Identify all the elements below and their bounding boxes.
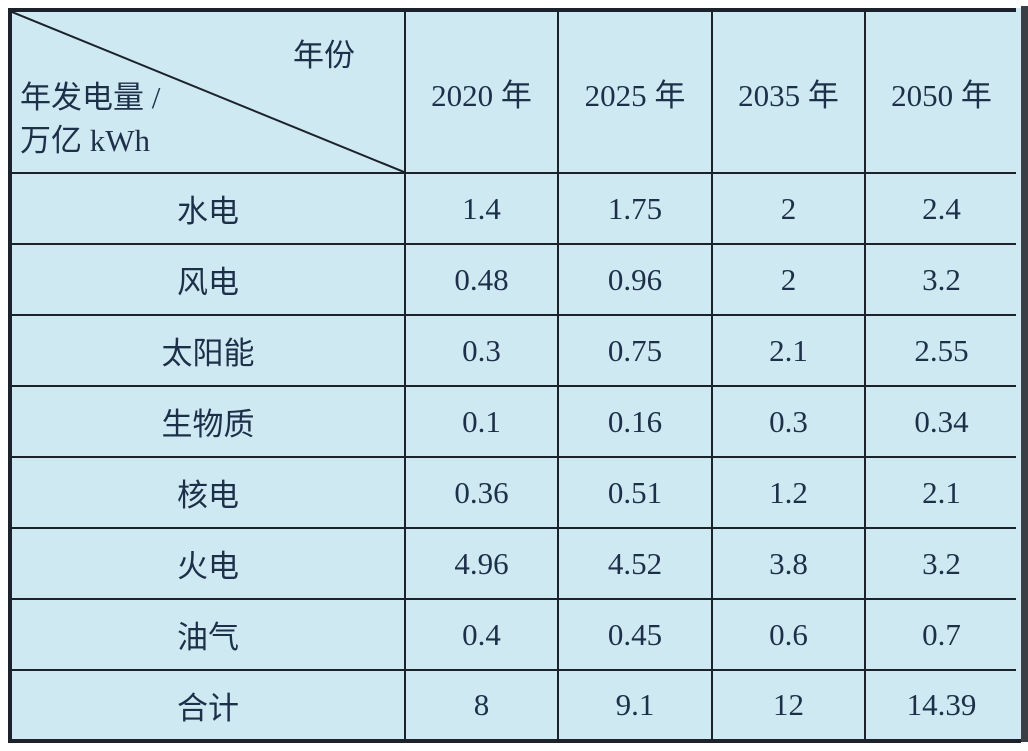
corner-row-axis-label-line2: 万亿 kWh <box>20 123 151 158</box>
column-header-2035: 2035 年 <box>711 9 866 174</box>
row-label: 水电 <box>9 172 406 245</box>
row-label: 合计 <box>9 669 406 742</box>
table-cell: 0.51 <box>557 456 713 529</box>
table-row-nuclear: 核电 0.36 0.51 1.2 2.1 <box>9 456 1020 529</box>
table-cell: 9.1 <box>557 669 713 742</box>
table-cell: 0.7 <box>864 598 1020 671</box>
table-row-biomass: 生物质 0.1 0.16 0.3 0.34 <box>9 385 1020 458</box>
table-cell: 2.55 <box>864 314 1020 387</box>
column-header-2025: 2025 年 <box>557 9 713 174</box>
table-cell: 1.4 <box>404 172 559 245</box>
table-cell: 0.96 <box>557 243 713 316</box>
diagonal-divider-line <box>12 12 403 171</box>
table-cell: 2.1 <box>864 456 1020 529</box>
table-cell: 0.1 <box>404 385 559 458</box>
header-row: 年份 年发电量 / 万亿 kWh 2020 年 2025 年 2035 年 20… <box>9 9 1020 174</box>
table-cell: 0.3 <box>404 314 559 387</box>
table-cell: 4.96 <box>404 527 559 600</box>
table-cell: 0.36 <box>404 456 559 529</box>
table-cell: 0.4 <box>404 598 559 671</box>
scan-edge-sliver <box>1016 8 1022 739</box>
table-row-hydro: 水电 1.4 1.75 2 2.4 <box>9 172 1020 245</box>
table-row-oilgas: 油气 0.4 0.45 0.6 0.7 <box>9 598 1020 671</box>
corner-header-cell: 年份 年发电量 / 万亿 kWh <box>9 9 406 174</box>
table-row-wind: 风电 0.48 0.96 2 3.2 <box>9 243 1020 316</box>
table-row-thermal: 火电 4.96 4.52 3.8 3.2 <box>9 527 1020 600</box>
row-label: 生物质 <box>9 385 406 458</box>
annual-generation-table: 年份 年发电量 / 万亿 kWh 2020 年 2025 年 2035 年 20… <box>8 8 1021 743</box>
table-cell: 3.2 <box>864 527 1020 600</box>
table-cell: 0.45 <box>557 598 713 671</box>
table-cell: 1.2 <box>711 456 866 529</box>
table-cell: 14.39 <box>864 669 1020 742</box>
table-cell: 12 <box>711 669 866 742</box>
table-cell: 2.1 <box>711 314 866 387</box>
row-label: 油气 <box>9 598 406 671</box>
table-cell: 4.52 <box>557 527 713 600</box>
column-header-2020: 2020 年 <box>404 9 559 174</box>
row-label: 太阳能 <box>9 314 406 387</box>
table-cell: 0.6 <box>711 598 866 671</box>
table-cell: 2 <box>711 172 866 245</box>
table-cell: 2 <box>711 243 866 316</box>
corner-year-axis-label: 年份 <box>293 38 355 73</box>
table-cell: 0.16 <box>557 385 713 458</box>
table-cell: 3.8 <box>711 527 866 600</box>
row-label: 火电 <box>9 527 406 600</box>
row-label: 风电 <box>9 243 406 316</box>
table-cell: 3.2 <box>864 243 1020 316</box>
table-cell: 0.34 <box>864 385 1020 458</box>
column-header-2050: 2050 年 <box>864 9 1020 174</box>
table-cell: 1.75 <box>557 172 713 245</box>
table-cell: 0.3 <box>711 385 866 458</box>
row-label: 核电 <box>9 456 406 529</box>
table-cell: 0.75 <box>557 314 713 387</box>
table-cell: 2.4 <box>864 172 1020 245</box>
table-row-total: 合计 8 9.1 12 14.39 <box>9 669 1020 742</box>
scan-edge-artifact <box>1021 6 1028 742</box>
table-cell: 0.48 <box>404 243 559 316</box>
table-cell: 8 <box>404 669 559 742</box>
table-row-solar: 太阳能 0.3 0.75 2.1 2.55 <box>9 314 1020 387</box>
corner-row-axis-label-line1: 年发电量 / <box>20 80 161 115</box>
